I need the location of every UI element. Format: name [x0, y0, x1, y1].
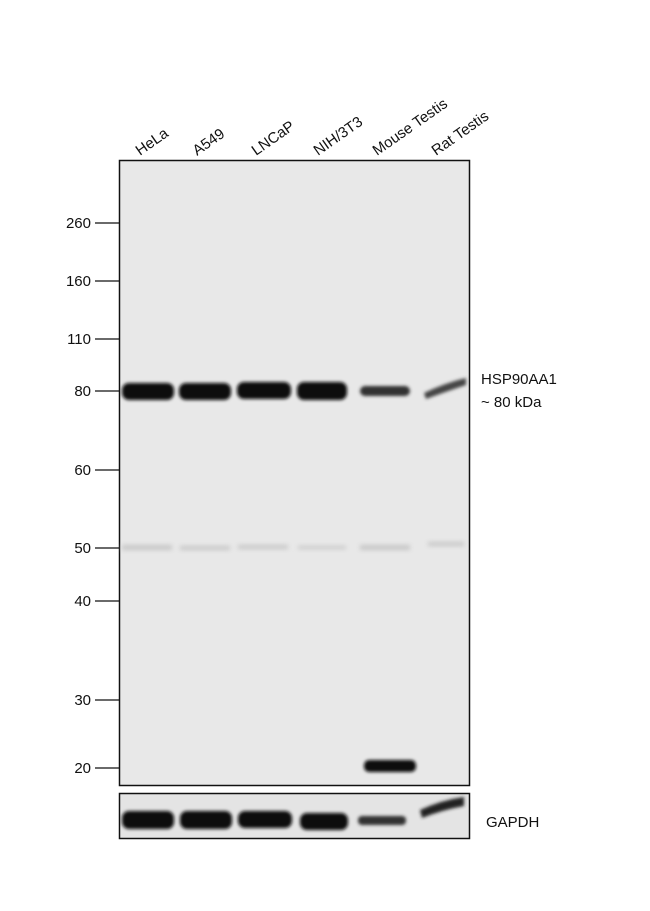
gapdh-membrane: [118, 792, 471, 840]
target-name: HSP90AA1: [481, 371, 557, 388]
marker-label: 50: [74, 540, 91, 557]
molecular-weight-markers: 260 160 110 80 60 50 40 30 20: [66, 215, 119, 777]
band-20kda: [364, 760, 416, 772]
marker-label: 60: [74, 462, 91, 479]
target-size: ~ 80 kDa: [481, 394, 542, 411]
bands-80kda: [122, 378, 466, 400]
bands-gapdh: [122, 797, 464, 830]
marker-label: 160: [66, 273, 91, 290]
bands-50kda: [122, 542, 464, 550]
blot-membrane: [118, 159, 471, 787]
marker-label: 260: [66, 215, 91, 232]
marker-label: 80: [74, 383, 91, 400]
loading-control-label: GAPDH: [486, 814, 539, 831]
marker-label: 30: [74, 692, 91, 709]
marker-label: 20: [74, 760, 91, 777]
marker-label: 110: [67, 331, 91, 348]
marker-label: 40: [74, 593, 91, 610]
